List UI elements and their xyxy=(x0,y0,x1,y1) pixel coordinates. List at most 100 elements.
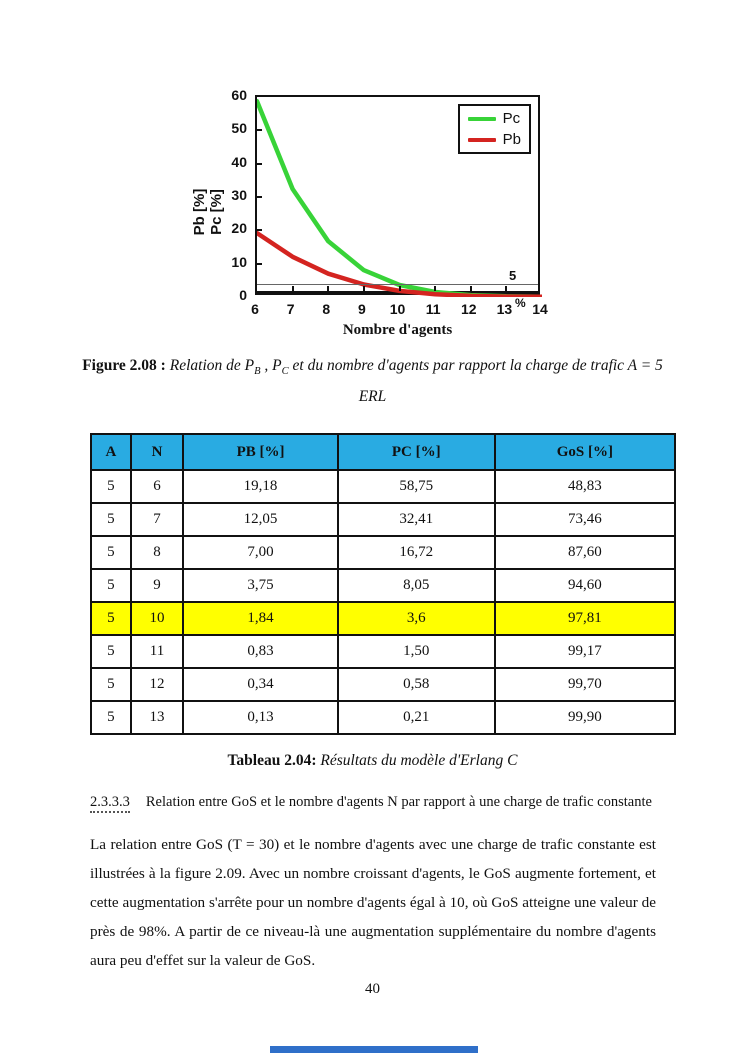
footer-bar xyxy=(270,1046,478,1053)
table-cell: 5 xyxy=(90,469,132,504)
table-cell: 32,41 xyxy=(336,502,496,537)
table-row: 5 13 0,13 0,21 99,90 xyxy=(90,700,677,735)
x-tick-mark xyxy=(469,286,472,291)
x-tick-mark xyxy=(434,286,437,291)
table-cell: 87,60 xyxy=(493,535,677,570)
x-tick-mark xyxy=(398,286,401,291)
x-tick-label: 6 xyxy=(251,301,259,317)
section-heading: 2.3.3.3 Relation entre GoS et le nombre d… xyxy=(90,794,690,813)
x-tick-label: 12 xyxy=(460,301,477,317)
figure-caption-sub-b: B xyxy=(254,366,261,378)
table-cell: 5 xyxy=(90,535,132,570)
table-header-row: A N PB [%] PC [%] GoS [%] xyxy=(90,433,677,471)
legend-item-pc: Pc xyxy=(467,110,521,127)
table-cell: 19,18 xyxy=(182,469,339,504)
x-tick-label: 11 xyxy=(425,301,441,317)
table-cell: 48,83 xyxy=(493,469,677,504)
x-tick-label: 9 xyxy=(357,301,366,317)
table-cell: 73,46 xyxy=(493,502,677,537)
y-tick-label: 30 xyxy=(231,187,247,203)
y-axis-ticks: 0 10 20 30 40 50 60 xyxy=(221,87,251,303)
x-tick-label: 13 xyxy=(496,301,513,317)
y-tick-label: 10 xyxy=(231,253,247,270)
y-tick-mark xyxy=(257,129,262,132)
table-row: 5 8 7,00 16,72 87,60 xyxy=(90,535,677,570)
section-number: 2.3.3.3 xyxy=(90,794,130,813)
table-cell: 5 xyxy=(90,502,132,537)
x-tick-mark xyxy=(362,286,365,291)
table-cell: 99,70 xyxy=(493,667,677,702)
table-cell: 58,75 xyxy=(336,469,496,504)
y-tick-label: 60 xyxy=(231,87,247,103)
table-cell: 13 xyxy=(129,700,185,735)
y-tick-mark xyxy=(257,262,262,265)
y-tick-mark xyxy=(257,229,262,232)
threshold-unit-label: % xyxy=(515,296,526,310)
table-cell: 99,90 xyxy=(493,700,677,735)
table-cell: 1,50 xyxy=(336,634,496,669)
y-axis-label-line1: Pb [%] xyxy=(191,188,208,236)
table-cell: 0,58 xyxy=(336,667,496,702)
figure-caption-text-3: et du nombre d'agents par rapport la cha… xyxy=(288,357,663,374)
table-row: 5 7 12,05 32,41 73,46 xyxy=(90,502,677,537)
figure-caption-sub-c: C xyxy=(281,366,289,378)
y-tick-mark xyxy=(257,162,262,165)
body-paragraph: La relation entre GoS (T = 30) et le nom… xyxy=(90,836,656,969)
table-cell: 0,13 xyxy=(182,700,339,735)
x-tick-mark xyxy=(327,286,330,291)
table-header-cell: GoS [%] xyxy=(493,433,677,471)
table-cell: 3,6 xyxy=(336,601,496,636)
table-cell: 94,60 xyxy=(493,568,677,603)
table-body: 5 6 19,18 58,75 48,83 5 7 12,05 32,41 73,46 5 8 7,00… xyxy=(90,469,677,735)
table-cell: 97,81 xyxy=(493,601,677,636)
table-cell: 12 xyxy=(129,667,185,702)
legend-label-pc: Pc xyxy=(502,110,521,127)
threshold-value-label: 5 xyxy=(509,268,517,283)
table-cell: 0,21 xyxy=(336,700,496,735)
table-cell: 5 xyxy=(90,634,132,669)
y-tick-label: 0 xyxy=(239,287,247,303)
y-tick-label: 20 xyxy=(231,220,247,237)
table-row: 5 10 1,84 3,6 97,81 xyxy=(90,601,677,636)
y-tick-mark xyxy=(257,196,262,198)
table-cell: 0,83 xyxy=(182,634,339,669)
figure-caption-text-1: Relation de P xyxy=(165,357,255,374)
table-caption: Tableau 2.04: Résultats du modèle d'Erla… xyxy=(0,752,745,770)
x-tick-mark xyxy=(505,286,508,291)
table-cell: 0,34 xyxy=(182,667,339,702)
page-number: 40 xyxy=(365,981,380,997)
table-header-cell: PC [%] xyxy=(336,433,496,471)
table-cell: 5 xyxy=(90,601,132,636)
table-cell: 12,05 xyxy=(182,502,339,537)
figure-caption-text-2: , P xyxy=(260,357,282,374)
erlang-results-table: A N PB [%] PC [%] GoS [%] 5 6 19,18 58,75 48,83 5… xyxy=(90,433,677,735)
table-cell: 11 xyxy=(129,634,185,669)
table-cell: 99,17 xyxy=(493,634,677,669)
table-cell: 16,72 xyxy=(336,535,496,570)
table-caption-text: Résultats du modèle d'Erlang C xyxy=(316,752,518,769)
x-tick-mark xyxy=(291,286,294,291)
table-cell: 8,05 xyxy=(336,568,496,603)
table-cell: 5 xyxy=(90,700,132,735)
table-header-cell: A xyxy=(90,433,132,471)
table-cell: 7 xyxy=(129,502,185,537)
table-cell: 6 xyxy=(129,469,185,504)
chart-legend: Pc Pb xyxy=(457,104,531,154)
table-caption-label: Tableau 2.04: xyxy=(227,752,317,769)
figure-caption-label: Figure 2.08 : xyxy=(82,357,166,374)
table-cell: 10 xyxy=(129,601,185,636)
table-row: 5 6 19,18 58,75 48,83 xyxy=(90,469,677,504)
legend-item-pb: Pb xyxy=(467,132,521,147)
table-cell: 5 xyxy=(90,568,132,603)
table-header-cell: PB [%] xyxy=(182,433,339,471)
table-cell: 9 xyxy=(129,568,185,603)
table-cell: 1,84 xyxy=(182,601,339,636)
table-header-cell: N xyxy=(129,433,185,471)
table-cell: 8 xyxy=(129,535,185,570)
plot-area: 5 Pc Pb xyxy=(255,95,542,297)
y-tick-label: 50 xyxy=(231,120,247,137)
x-axis-ticks: 6 7 8 9 10 11 12 13 14 xyxy=(251,301,548,319)
table-header: A N PB [%] PC [%] GoS [%] xyxy=(90,433,677,471)
table-cell: 5 xyxy=(90,667,132,702)
